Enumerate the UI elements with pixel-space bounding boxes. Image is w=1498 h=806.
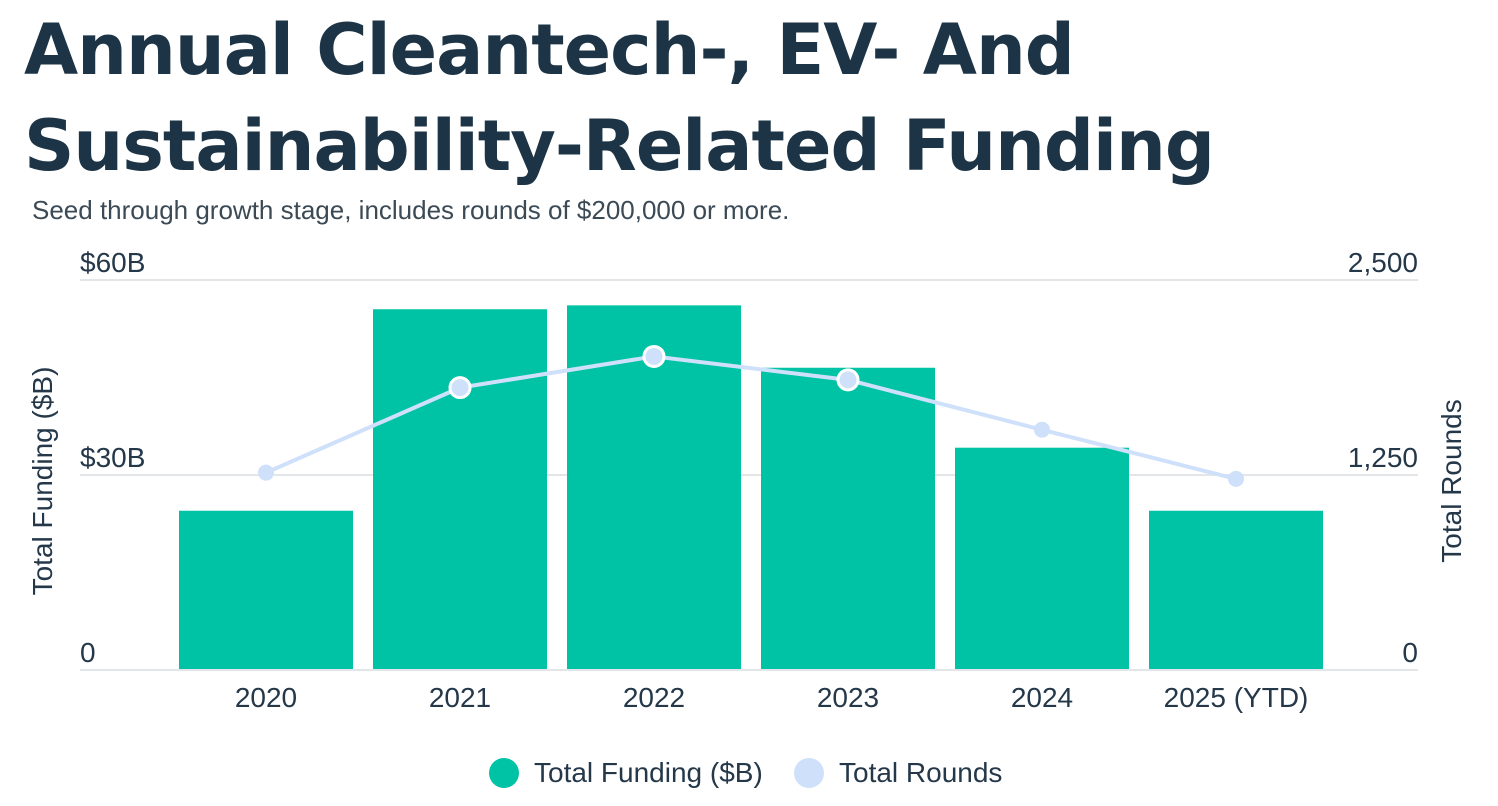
chart-title: Annual Cleantech-, EV- And Sustainabilit…: [24, 9, 1215, 187]
chart-subtitle: Seed through growth stage, includes roun…: [32, 195, 790, 225]
bar-2023: [761, 367, 935, 670]
legend-marker-rounds: [794, 758, 824, 788]
line-series: [258, 344, 1244, 487]
bar-2024: [955, 447, 1129, 670]
y-axis-left-title: Total Funding ($B): [27, 367, 58, 596]
legend-label-rounds: Total Rounds: [839, 757, 1002, 788]
rounds-point: [258, 464, 274, 481]
bar-2025-ytd: [1149, 510, 1323, 670]
bar-series: [80, 305, 1418, 671]
rounds-point: [1228, 470, 1244, 487]
x-tick-label: 2020: [235, 682, 297, 713]
y-left-tick-label: $60B: [80, 247, 145, 278]
x-tick-label: 2025 (YTD): [1164, 682, 1309, 713]
y-left-tick-label: $30B: [80, 442, 145, 473]
y-right-tick-label: 1,250: [1348, 442, 1418, 473]
rounds-point: [1034, 421, 1050, 438]
y-right-tick-label: 2,500: [1348, 247, 1418, 278]
axis-ticks: 0 $30B $60B 0 1,250 2,500 2020 2021 2022 2023 2024…: [80, 247, 1418, 713]
y-right-tick-label: 0: [1402, 637, 1418, 668]
legend-label-funding: Total Funding ($B): [534, 757, 763, 788]
x-tick-label: 2023: [817, 682, 879, 713]
x-tick-label: 2021: [429, 682, 491, 713]
rounds-point: [642, 344, 666, 368]
rounds-line: [265, 354, 1237, 481]
x-tick-label: 2022: [623, 682, 685, 713]
legend: Total Funding ($B) Total Rounds: [489, 757, 1002, 788]
rounds-point: [448, 376, 472, 400]
rounds-point: [836, 368, 860, 392]
legend-marker-funding: [489, 758, 519, 788]
x-tick-label: 2024: [1011, 682, 1073, 713]
y-left-tick-label: 0: [80, 637, 96, 668]
bar-2021: [373, 309, 547, 670]
y-axis-right-title: Total Rounds: [1436, 399, 1467, 562]
bar-2020: [179, 510, 353, 670]
